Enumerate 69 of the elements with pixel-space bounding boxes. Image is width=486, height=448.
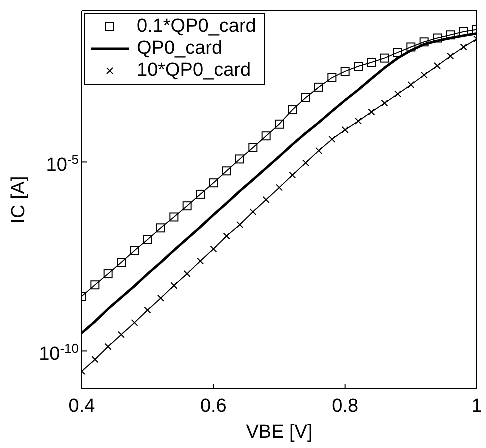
x-tick-label: 0.4 (68, 396, 96, 417)
point (223, 232, 230, 240)
point (355, 118, 362, 125)
point (262, 196, 270, 204)
point (288, 106, 298, 115)
x-tick-label: 0.8 (332, 396, 359, 417)
point (420, 38, 429, 47)
point (406, 42, 416, 52)
point (222, 166, 232, 176)
x-axis-title: VBE [V] (246, 422, 313, 443)
point (184, 270, 191, 278)
point (92, 356, 99, 364)
y-tick-label: 10$^{-10}$ (39, 340, 79, 366)
x-tick-label: 0.6 (200, 396, 227, 417)
point (460, 44, 468, 51)
point (342, 126, 349, 134)
point (394, 90, 402, 98)
point (250, 208, 257, 216)
point (316, 147, 322, 154)
point (276, 184, 283, 192)
y-axis-title: IC [A] (8, 176, 30, 224)
point (367, 58, 376, 68)
point (275, 120, 284, 129)
point (446, 30, 456, 40)
point (156, 224, 166, 233)
point (104, 270, 113, 279)
point (434, 62, 441, 70)
x-tick-label: 1 (472, 396, 482, 417)
point (131, 319, 138, 326)
point (210, 246, 218, 253)
point (117, 258, 126, 268)
point (459, 27, 468, 36)
point (182, 202, 192, 211)
point (302, 160, 310, 167)
point (236, 221, 244, 228)
point (144, 306, 152, 314)
point (408, 82, 415, 89)
point (158, 294, 164, 302)
point (314, 82, 324, 92)
point (170, 282, 178, 290)
point (328, 136, 336, 143)
y-tick-label: 10$^{-5}$ (46, 152, 79, 176)
point (381, 100, 388, 107)
point (328, 73, 337, 82)
point (209, 178, 218, 188)
point (104, 343, 112, 350)
point (354, 62, 363, 72)
point (130, 246, 140, 256)
point (143, 235, 152, 244)
point (447, 52, 454, 60)
point (170, 212, 179, 222)
legend-label: 0.1*QP0_card (137, 16, 256, 38)
point (301, 93, 310, 102)
point (340, 67, 350, 76)
point (420, 72, 428, 79)
point (197, 258, 204, 265)
point (118, 331, 125, 338)
point (236, 154, 244, 164)
point (394, 48, 402, 58)
legend-label: QP0_card (137, 38, 223, 60)
point (289, 172, 296, 179)
point (262, 132, 271, 141)
legend-label: 10*QP0_card (137, 60, 252, 82)
point (90, 280, 100, 290)
point (433, 34, 442, 43)
point (380, 54, 390, 63)
point (196, 190, 205, 199)
point (368, 108, 376, 116)
point (248, 143, 258, 152)
